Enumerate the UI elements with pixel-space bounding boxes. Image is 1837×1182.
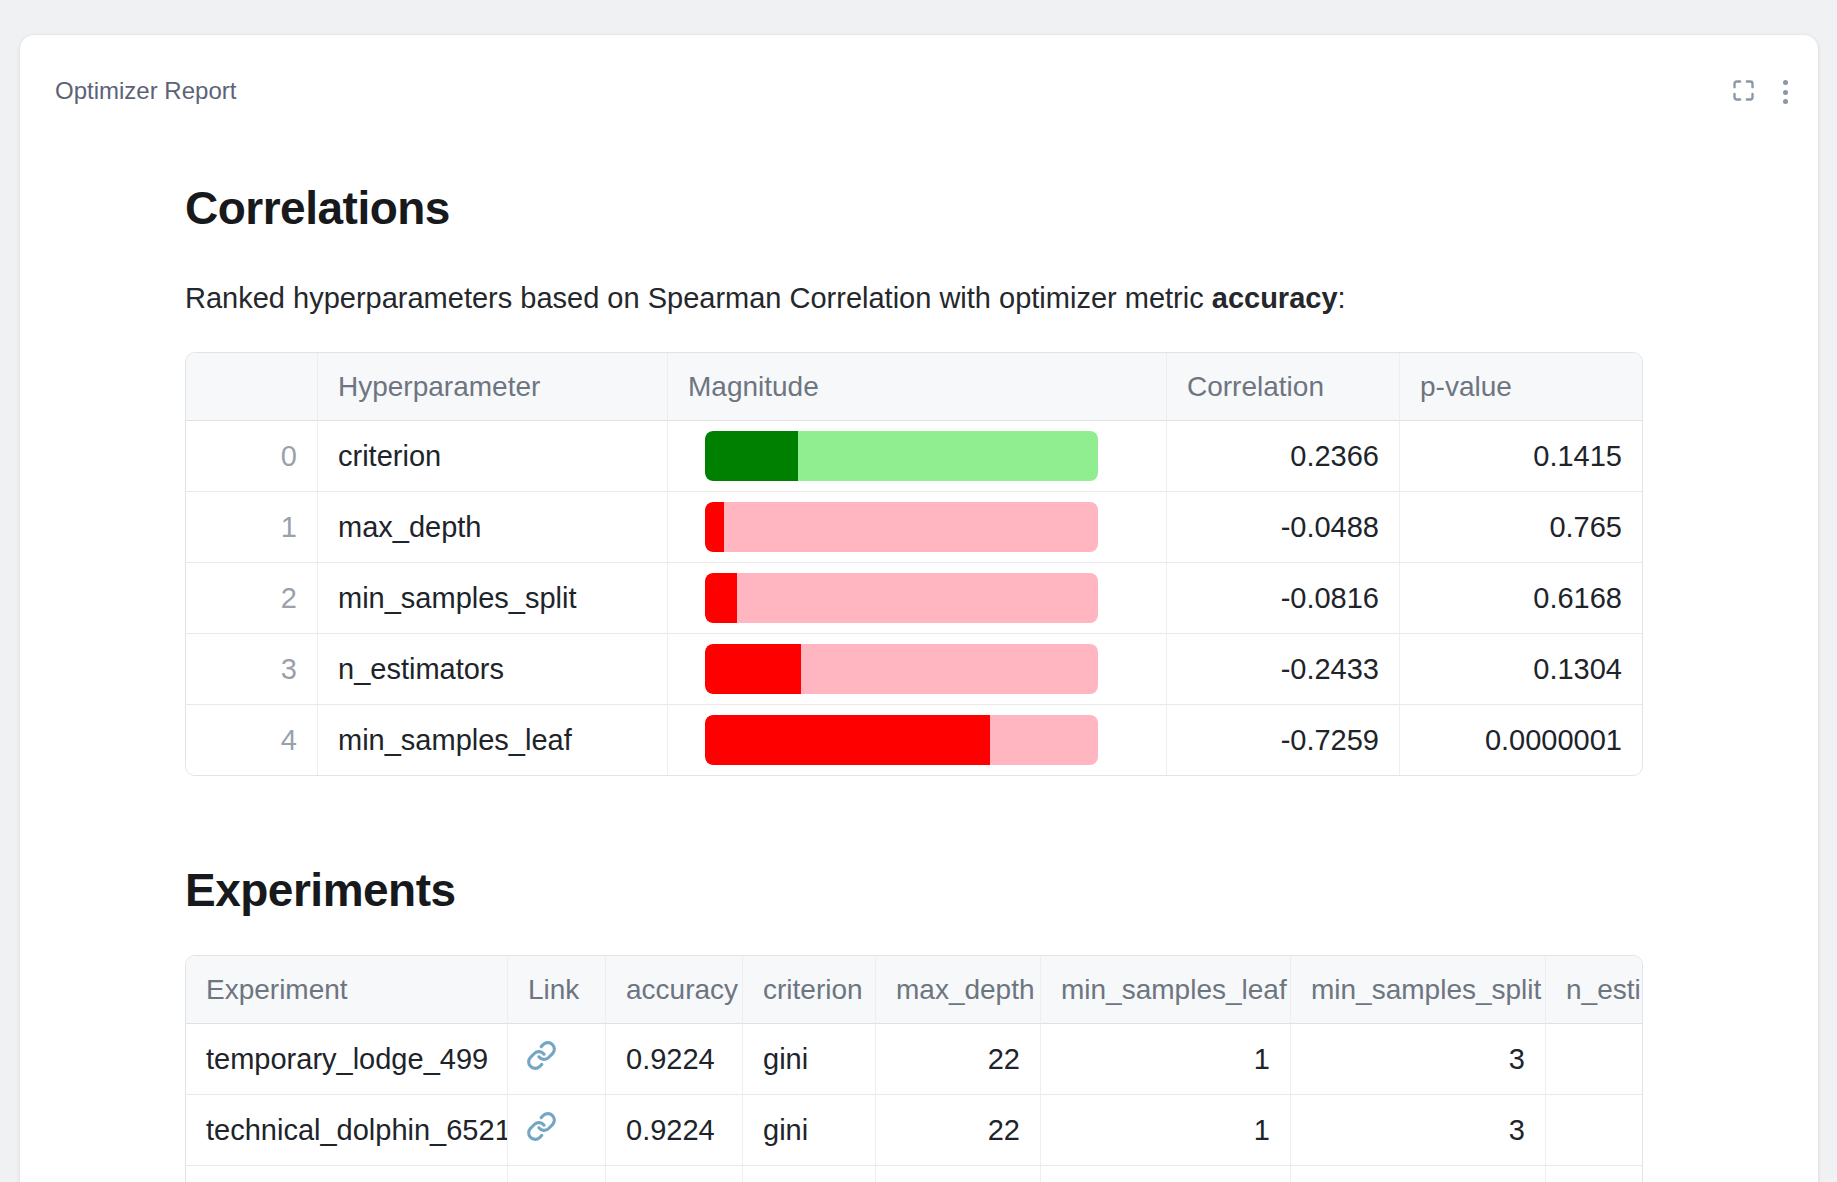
chain-link-icon (526, 1111, 557, 1149)
correlation-value: -0.7259 (1167, 705, 1400, 775)
hyperparameter-name: n_estimators (318, 634, 668, 705)
experiment-name: technical_dolphin_6521 (186, 1095, 508, 1166)
col-header-min-samples-leaf: min_samples_leaf (1041, 956, 1291, 1024)
magnitude-bar (705, 644, 1098, 694)
n-estimators-value (1546, 1166, 1643, 1182)
row-index: 1 (186, 492, 318, 563)
col-header-experiment: Experiment (186, 956, 508, 1024)
max-depth-value: 22 (876, 1095, 1041, 1166)
row-index: 2 (186, 563, 318, 634)
col-header-max-depth: max_depth (876, 956, 1041, 1024)
table-row: 1 max_depth -0.0488 0.765 (186, 492, 1642, 563)
min-samples-leaf-value: 1 (1041, 1024, 1291, 1095)
experiment-link[interactable] (526, 1111, 557, 1149)
panel-menu-button[interactable] (1783, 80, 1788, 104)
magnitude-bar (705, 573, 1098, 623)
experiments-table-scroll-area[interactable]: Experiment Link accuracy criterion max_d… (185, 955, 1643, 1182)
row-index: 3 (186, 634, 318, 705)
col-header-n-estimators: n_estimators (1546, 956, 1643, 1024)
correlations-subtitle: Ranked hyperparameters based on Spearman… (185, 282, 1346, 315)
p-value: 0.1415 (1400, 421, 1642, 492)
min-samples-split-value: 4 (1291, 1166, 1546, 1182)
experiments-header-row: Experiment Link accuracy criterion max_d… (186, 956, 1643, 1024)
experiment-link[interactable] (526, 1040, 557, 1078)
min-samples-leaf-value: 1 (1041, 1166, 1291, 1182)
n-estimators-value (1546, 1024, 1643, 1095)
min-samples-split-value: 3 (1291, 1095, 1546, 1166)
magnitude-bar-fill (705, 573, 737, 623)
panel-header-actions (1730, 77, 1788, 107)
row-index: 0 (186, 421, 318, 492)
min-samples-split-value: 3 (1291, 1024, 1546, 1095)
table-row: 3 n_estimators -0.2433 0.1304 (186, 634, 1642, 705)
fullscreen-button[interactable] (1730, 77, 1757, 107)
criterion-value: gini (743, 1166, 876, 1182)
magnitude-bar (705, 502, 1098, 552)
table-row: temporary_lodge_499 0.9224 gini 22 1 3 (186, 1024, 1643, 1095)
subtitle-text: Ranked hyperparameters based on Spearman… (185, 282, 1212, 314)
optimizer-report-panel: Optimizer Report Correlations Ranked hyp… (20, 35, 1818, 1182)
col-header-p-value: p-value (1400, 353, 1642, 421)
magnitude-bar-fill (705, 502, 724, 552)
p-value: 0.0000001 (1400, 705, 1642, 775)
kebab-menu-icon (1783, 80, 1788, 104)
table-row: upset_nonce_2944 0.9216 gini 98 1 4 (186, 1166, 1643, 1182)
n-estimators-value (1546, 1095, 1643, 1166)
subtitle-colon: : (1338, 282, 1346, 314)
hyperparameter-name: max_depth (318, 492, 668, 563)
col-header-min-samples-split: min_samples_split (1291, 956, 1546, 1024)
table-row: technical_dolphin_6521 0.9224 gini 22 1 … (186, 1095, 1643, 1166)
page: { "panel": { "title": "Optimizer Report"… (0, 0, 1837, 1182)
panel-title: Optimizer Report (55, 74, 236, 108)
col-header-accuracy: accuracy (606, 956, 743, 1024)
magnitude-bar (705, 431, 1098, 481)
col-header-hyperparameter: Hyperparameter (318, 353, 668, 421)
col-header-index (186, 353, 318, 421)
p-value: 0.1304 (1400, 634, 1642, 705)
correlations-heading: Correlations (185, 181, 450, 235)
col-header-link: Link (508, 956, 606, 1024)
correlation-value: -0.0816 (1167, 563, 1400, 634)
criterion-value: gini (743, 1024, 876, 1095)
accuracy-value: 0.9224 (606, 1095, 743, 1166)
criterion-value: gini (743, 1095, 876, 1166)
accuracy-value: 0.9224 (606, 1024, 743, 1095)
optimizer-metric-name: accuracy (1212, 282, 1338, 314)
p-value: 0.6168 (1400, 563, 1642, 634)
row-index: 4 (186, 705, 318, 775)
p-value: 0.765 (1400, 492, 1642, 563)
col-header-correlation: Correlation (1167, 353, 1400, 421)
max-depth-value: 98 (876, 1166, 1041, 1182)
hyperparameter-name: criterion (318, 421, 668, 492)
hyperparameter-name: min_samples_split (318, 563, 668, 634)
magnitude-bar-fill (705, 431, 798, 481)
correlation-value: -0.2433 (1167, 634, 1400, 705)
table-row: 0 criterion 0.2366 0.1415 (186, 421, 1642, 492)
hyperparameter-name: min_samples_leaf (318, 705, 668, 775)
col-header-criterion: criterion (743, 956, 876, 1024)
correlation-value: 0.2366 (1167, 421, 1400, 492)
col-header-magnitude: Magnitude (668, 353, 1167, 421)
experiment-name: upset_nonce_2944 (186, 1166, 508, 1182)
table-row: 2 min_samples_split -0.0816 0.6168 (186, 563, 1642, 634)
magnitude-bar (705, 715, 1098, 765)
max-depth-value: 22 (876, 1024, 1041, 1095)
accuracy-value: 0.9216 (606, 1166, 743, 1182)
experiment-name: temporary_lodge_499 (186, 1024, 508, 1095)
correlations-table: Hyperparameter Magnitude Correlation p-v… (185, 352, 1643, 776)
magnitude-bar-fill (705, 715, 990, 765)
min-samples-leaf-value: 1 (1041, 1095, 1291, 1166)
magnitude-bar-fill (705, 644, 801, 694)
table-row: 4 min_samples_leaf -0.7259 0.0000001 (186, 705, 1642, 775)
correlations-header-row: Hyperparameter Magnitude Correlation p-v… (186, 353, 1642, 421)
correlation-value: -0.0488 (1167, 492, 1400, 563)
fullscreen-expand-icon (1730, 77, 1757, 107)
experiments-heading: Experiments (185, 863, 456, 917)
chain-link-icon (526, 1040, 557, 1078)
